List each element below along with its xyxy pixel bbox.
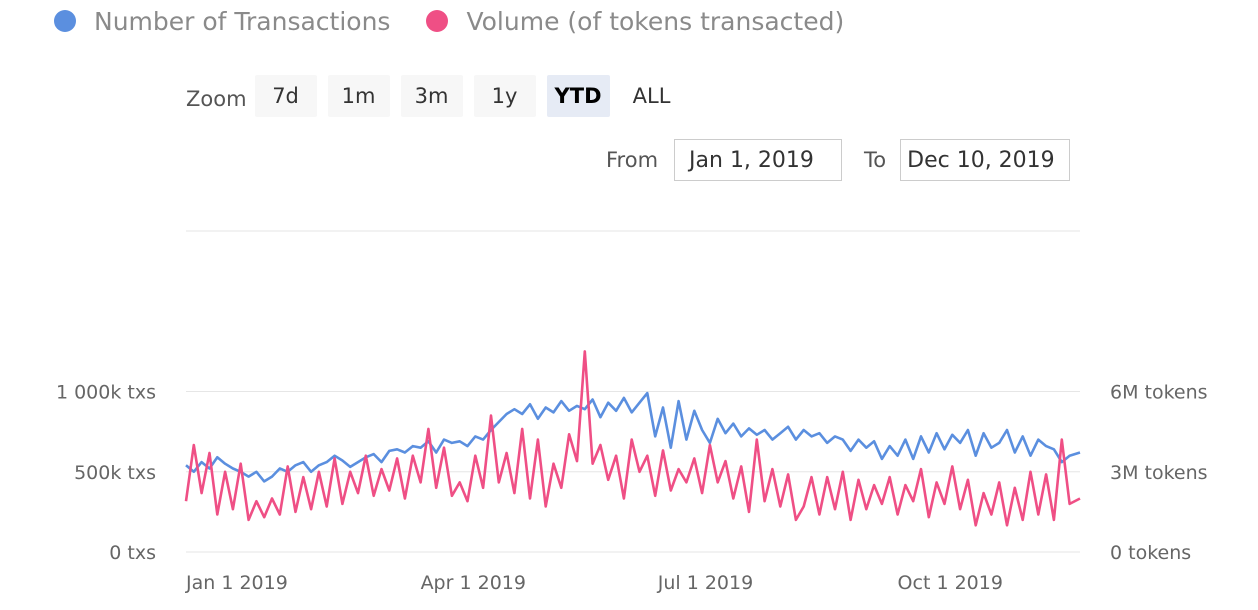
from-date-input[interactable]: Jan 1, 2019: [674, 139, 843, 181]
x-tick-label: Jul 1 2019: [657, 572, 753, 594]
y-right-tick-label: 3M tokens: [1110, 462, 1208, 484]
y-left-tick-label: 1 000k txs: [56, 382, 156, 404]
date-range-selector: From Jan 1, 2019 To Dec 10, 2019: [606, 139, 1071, 181]
zoom-button-1m[interactable]: 1m: [327, 75, 390, 117]
zoom-button-1y[interactable]: 1y: [473, 75, 536, 117]
zoom-button-ytd[interactable]: YTD: [546, 75, 610, 117]
from-label: From: [606, 148, 659, 172]
x-tick-label: Oct 1 2019: [898, 572, 1003, 594]
zoom-selector: Zoom 7d 1m 3m 1y YTD ALL: [186, 75, 694, 117]
legend-item-volume[interactable]: Volume (of tokens transacted): [426, 7, 844, 36]
y-right-tick-label: 6M tokens: [1110, 382, 1208, 404]
series-line-volume: [184, 350, 1081, 527]
y-left-tick-label: 0 txs: [109, 542, 156, 564]
legend-dot-transactions: [54, 10, 76, 32]
series-line-transactions: [185, 391, 1081, 483]
to-label: To: [864, 148, 887, 172]
x-tick-label: Jan 1 2019: [185, 572, 288, 594]
zoom-label: Zoom: [186, 87, 247, 111]
zoom-button-all[interactable]: ALL: [632, 84, 671, 108]
chart-legend: Number of Transactions Volume (of tokens…: [54, 4, 880, 38]
legend-item-transactions[interactable]: Number of Transactions: [54, 7, 390, 36]
to-date-input[interactable]: Dec 10, 2019: [900, 139, 1071, 181]
legend-label-volume: Volume (of tokens transacted): [466, 6, 845, 36]
x-tick-label: Apr 1 2019: [421, 572, 526, 594]
y-right-tick-label: 0 tokens: [1110, 542, 1191, 564]
zoom-button-7d[interactable]: 7d: [254, 75, 317, 117]
y-left-tick-label: 500k txs: [74, 462, 156, 484]
legend-dot-volume: [426, 10, 449, 32]
zoom-button-3m[interactable]: 3m: [400, 75, 463, 117]
legend-label-transactions: Number of Transactions: [94, 6, 391, 36]
